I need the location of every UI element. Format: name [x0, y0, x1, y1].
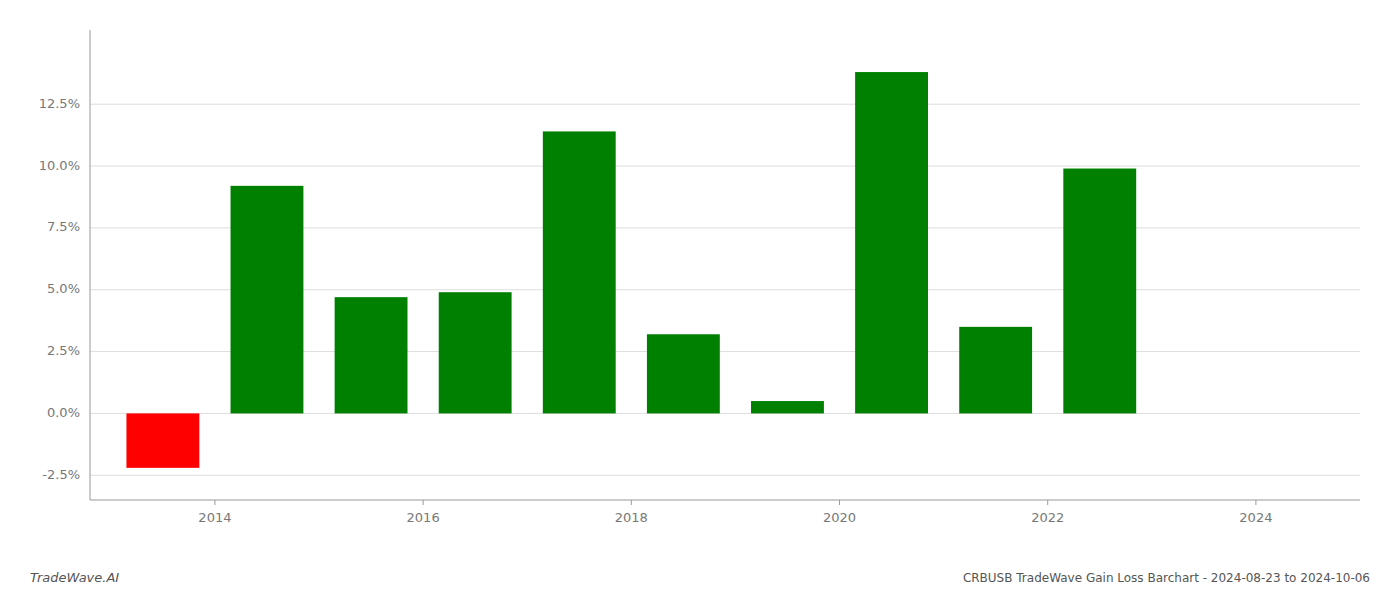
x-tick-label: 2024: [1239, 510, 1272, 525]
grid-line: [90, 166, 1360, 167]
bar: [543, 131, 616, 413]
y-tick-label: 10.0%: [39, 158, 80, 173]
x-tick-label: 2018: [615, 510, 648, 525]
bar: [231, 186, 304, 414]
bar: [647, 334, 720, 413]
bars: [126, 72, 1136, 468]
x-tick: [839, 500, 840, 505]
y-grid: [90, 104, 1360, 475]
x-tick: [1255, 500, 1256, 505]
y-tick-label: 7.5%: [47, 219, 80, 234]
bar: [751, 401, 824, 413]
grid-line: [90, 104, 1360, 105]
y-tick-label: 12.5%: [39, 96, 80, 111]
x-axis-line: [90, 500, 1360, 501]
watermark: TradeWave.AI: [30, 570, 119, 585]
bar: [335, 297, 408, 413]
bar: [1167, 413, 1240, 414]
x-tick-label: 2016: [407, 510, 440, 525]
x-tick: [1047, 500, 1048, 505]
x-tick: [214, 500, 215, 505]
grid-line: [90, 475, 1360, 476]
y-tick-label: -2.5%: [42, 467, 80, 482]
bar: [439, 292, 512, 413]
x-tick: [423, 500, 424, 505]
x-tick-label: 2022: [1031, 510, 1064, 525]
x-tick-label: 2020: [823, 510, 856, 525]
title: CRBUSB TradeWave Gain Loss Barchart - 20…: [963, 571, 1370, 585]
x-tick: [631, 500, 632, 505]
y-tick-label: 5.0%: [47, 281, 80, 296]
bar: [959, 327, 1032, 414]
bar: [855, 72, 928, 413]
x-tick-label: 2014: [198, 510, 231, 525]
bar: [126, 413, 199, 467]
y-axis-line: [90, 30, 91, 500]
y-tick-label: 0.0%: [47, 405, 80, 420]
y-tick-label: 2.5%: [47, 343, 80, 358]
bar: [1063, 169, 1136, 414]
chart: -2.5% 0.0% 2.5% 5.0% 7.5% 10.0% 12.5% 2014 2016 2…: [0, 0, 1400, 600]
